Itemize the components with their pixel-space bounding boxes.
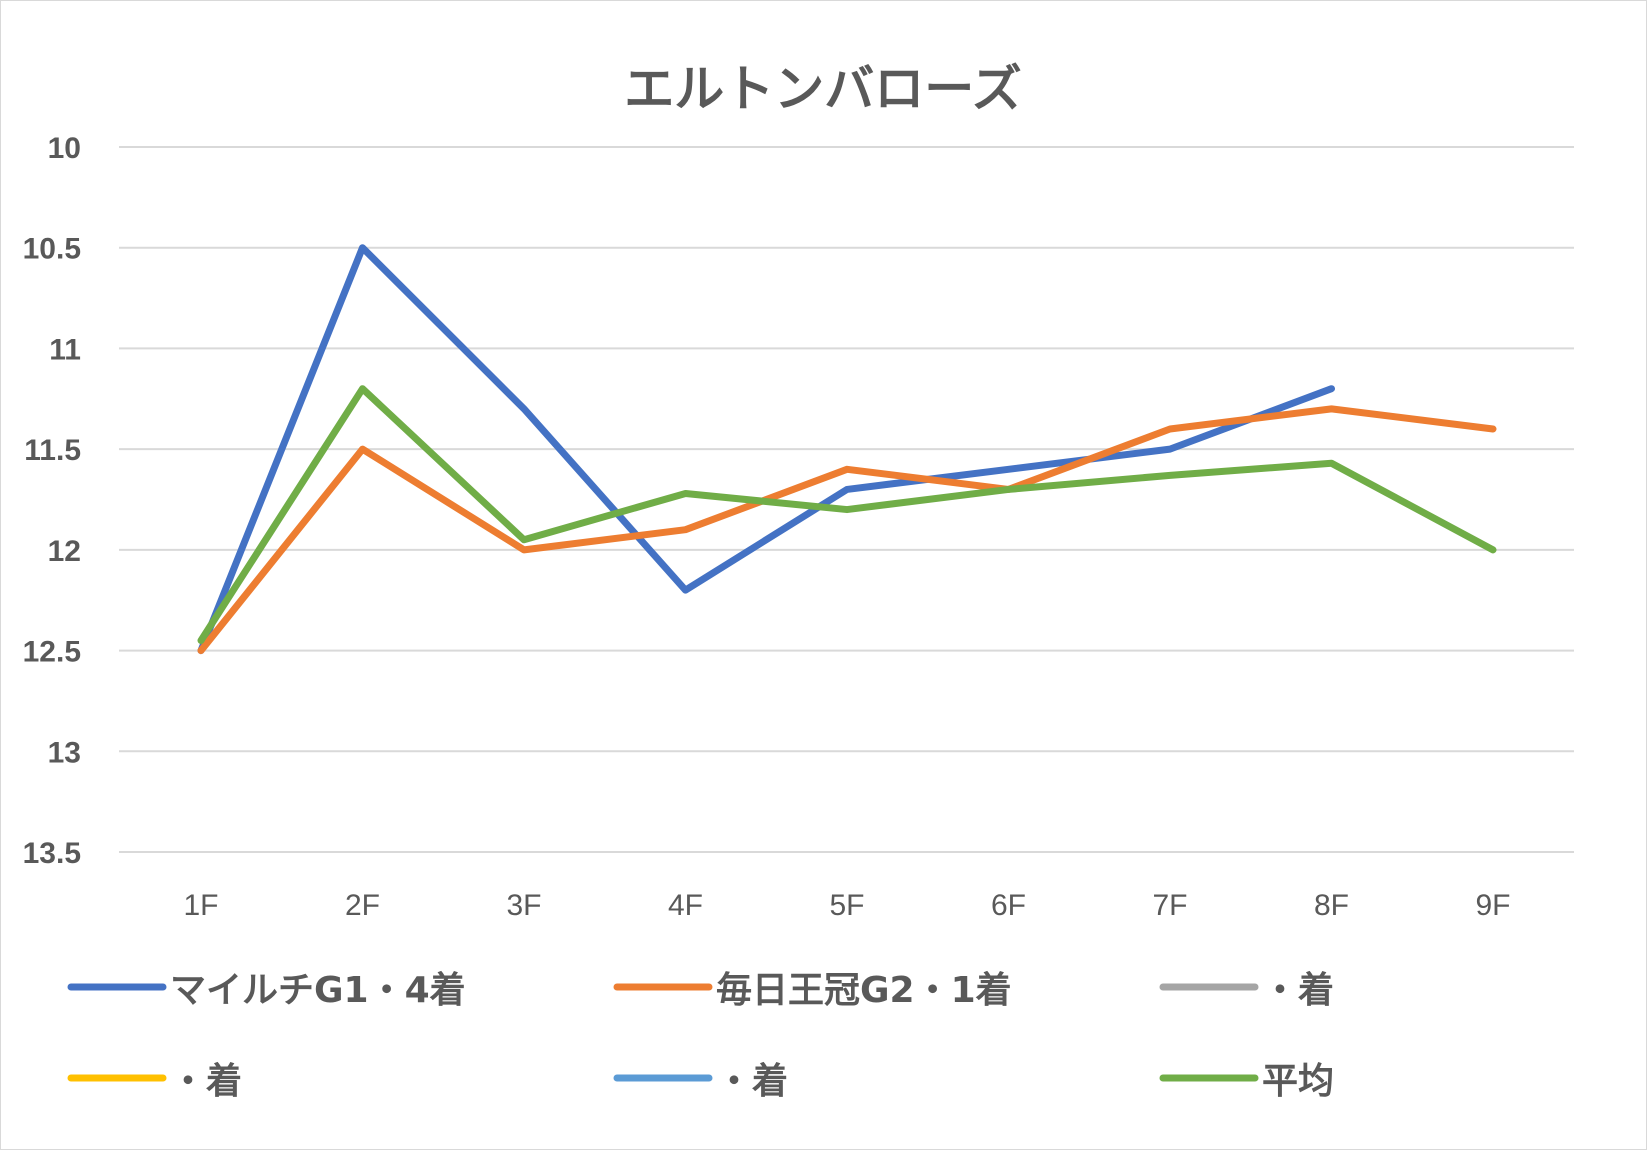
series-line-1 <box>197 405 1497 655</box>
legend-item-1: 毎日王冠G2・1着 <box>613 970 1012 1011</box>
legend-label: 平均 <box>1262 1061 1334 1102</box>
chart-title: エルトンバローズ <box>624 60 1022 118</box>
x-tick-label: 7F <box>1152 889 1187 922</box>
legend-item-2: ・着 <box>1159 970 1334 1011</box>
y-tick-label: 13.5 <box>23 837 81 870</box>
x-tick-label: 9F <box>1475 889 1510 922</box>
legend-item-3: ・着 <box>67 1061 242 1102</box>
series-line-0 <box>197 244 1335 655</box>
y-axis-ticks: 10 10.5 11 11.5 12 12.5 13 13.5 <box>23 132 81 870</box>
y-tick-label: 12 <box>48 535 81 568</box>
x-tick-label: 5F <box>829 889 864 922</box>
x-tick-label: 3F <box>506 889 541 922</box>
y-tick-label: 11 <box>49 333 81 366</box>
x-tick-label: 4F <box>668 889 703 922</box>
legend-label: マイルチG1・4着 <box>170 970 466 1011</box>
legend-item-4: ・着 <box>613 1061 788 1102</box>
series-line-5 <box>197 385 1497 644</box>
x-tick-label: 6F <box>991 889 1026 922</box>
legend-label: ・着 <box>170 1061 242 1102</box>
legend-item-0: マイルチG1・4着 <box>67 970 466 1011</box>
y-tick-label: 11.5 <box>24 434 81 467</box>
x-tick-label: 2F <box>345 889 380 922</box>
grid-lines <box>119 146 1574 853</box>
y-tick-label: 10.5 <box>23 233 81 266</box>
legend-label: ・着 <box>716 1061 788 1102</box>
legend-label: 毎日王冠G2・1着 <box>716 970 1012 1011</box>
legend: マイルチG1・4着 毎日王冠G2・1着 ・着・着 ・着 平均 <box>67 970 1334 1102</box>
legend-item-5: 平均 <box>1159 1061 1334 1102</box>
x-tick-label: 8F <box>1314 889 1349 922</box>
x-axis-ticks: 1F 2F 3F 4F 5F 6F 7F 8F 9F <box>183 889 1510 922</box>
y-tick-label: 10 <box>48 132 81 165</box>
x-tick-label: 1F <box>183 889 218 922</box>
legend-label: ・着 <box>1262 970 1334 1011</box>
series-lines <box>197 244 1497 655</box>
y-tick-label: 12.5 <box>23 636 81 669</box>
y-tick-label: 13 <box>48 736 81 769</box>
